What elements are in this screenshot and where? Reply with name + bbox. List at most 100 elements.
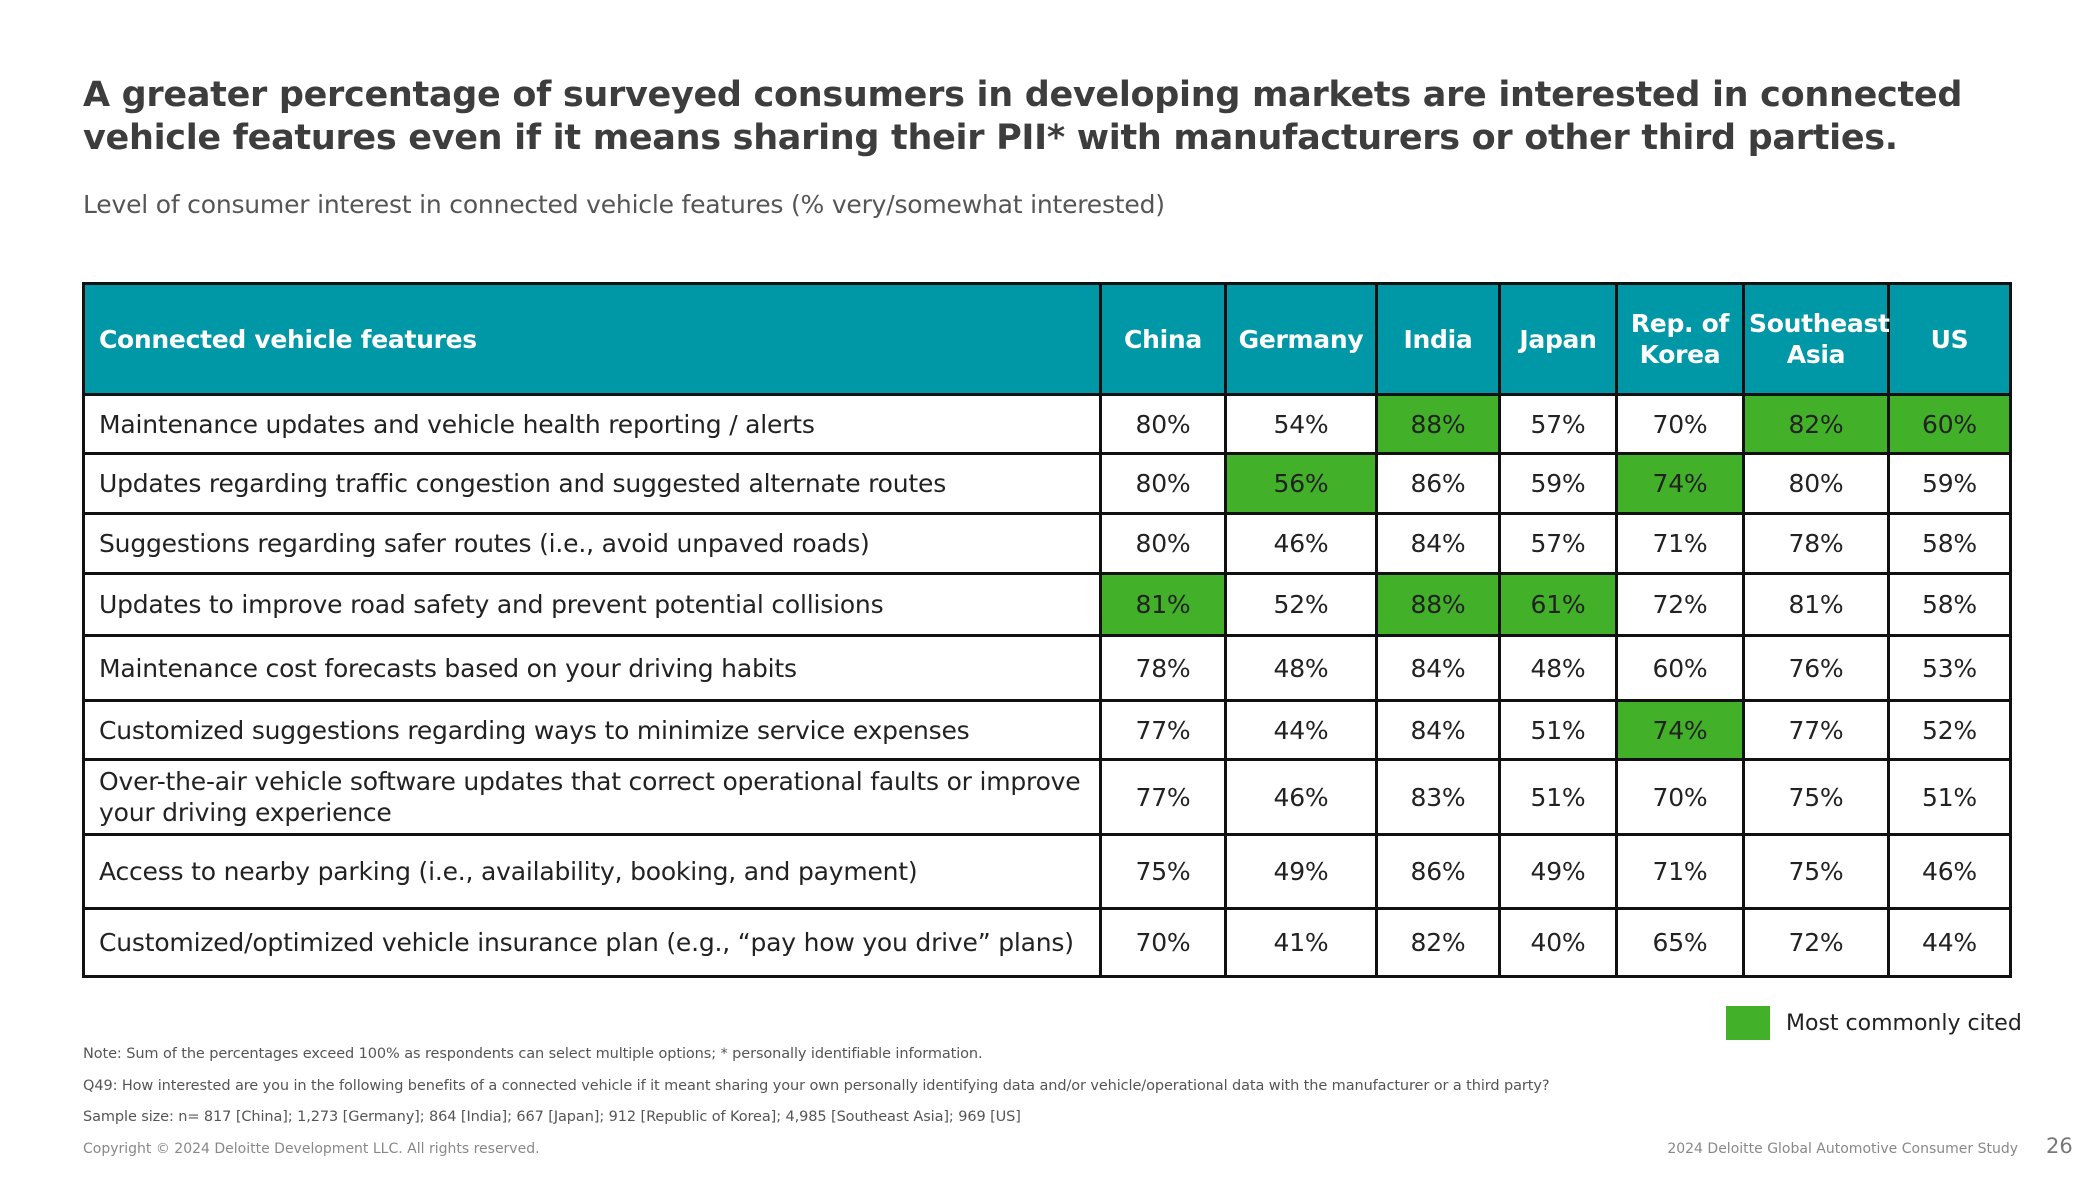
table-row: Maintenance updates and vehicle health r… xyxy=(82,393,2012,455)
feature-label: Maintenance updates and vehicle health r… xyxy=(82,393,1102,455)
value-cell-japan: 61% xyxy=(1498,572,1618,637)
value-cell-korea: 72% xyxy=(1615,572,1745,637)
feature-label: Suggestions regarding safer routes (i.e.… xyxy=(82,512,1102,575)
value-cell-india: 86% xyxy=(1375,833,1501,910)
value-cell-germany: 54% xyxy=(1224,393,1378,455)
feature-label: Maintenance cost forecasts based on your… xyxy=(82,634,1102,702)
value-cell-us: 53% xyxy=(1887,634,2012,702)
table-row: Updates to improve road safety and preve… xyxy=(82,572,2012,637)
value-cell-japan: 57% xyxy=(1498,393,1618,455)
feature-label: Updates to improve road safety and preve… xyxy=(82,572,1102,637)
feature-label: Over-the-air vehicle software updates th… xyxy=(82,758,1102,836)
value-cell-southeast-asia: 75% xyxy=(1742,833,1890,910)
value-cell-us: 51% xyxy=(1887,758,2012,836)
interest-table: Connected vehicle features China Germany… xyxy=(82,282,2012,978)
value-cell-japan: 48% xyxy=(1498,634,1618,702)
table-header-row: Connected vehicle features China Germany… xyxy=(82,282,2012,396)
footnote-question: Q49: How interested are you in the follo… xyxy=(83,1078,1550,1094)
value-cell-us: 59% xyxy=(1887,452,2012,515)
value-cell-us: 44% xyxy=(1887,907,2012,978)
table-row: Access to nearby parking (i.e., availabi… xyxy=(82,833,2012,910)
value-cell-korea: 74% xyxy=(1615,699,1745,761)
value-cell-korea: 71% xyxy=(1615,512,1745,575)
table-row: Customized/optimized vehicle insurance p… xyxy=(82,907,2012,978)
value-cell-southeast-asia: 78% xyxy=(1742,512,1890,575)
table-row: Suggestions regarding safer routes (i.e.… xyxy=(82,512,2012,575)
value-cell-japan: 40% xyxy=(1498,907,1618,978)
table-row: Maintenance cost forecasts based on your… xyxy=(82,634,2012,702)
footnote-note: Note: Sum of the percentages exceed 100%… xyxy=(83,1046,983,1062)
value-cell-china: 81% xyxy=(1099,572,1227,637)
value-cell-southeast-asia: 76% xyxy=(1742,634,1890,702)
value-cell-china: 80% xyxy=(1099,512,1227,575)
value-cell-germany: 56% xyxy=(1224,452,1378,515)
column-header-feature: Connected vehicle features xyxy=(82,282,1102,396)
value-cell-us: 46% xyxy=(1887,833,2012,910)
value-cell-china: 80% xyxy=(1099,452,1227,515)
value-cell-korea: 70% xyxy=(1615,758,1745,836)
table-row: Over-the-air vehicle software updates th… xyxy=(82,758,2012,836)
column-header-japan: Japan xyxy=(1498,282,1618,396)
value-cell-us: 52% xyxy=(1887,699,2012,761)
feature-label: Access to nearby parking (i.e., availabi… xyxy=(82,833,1102,910)
value-cell-china: 70% xyxy=(1099,907,1227,978)
value-cell-korea: 71% xyxy=(1615,833,1745,910)
value-cell-india: 84% xyxy=(1375,512,1501,575)
feature-label: Updates regarding traffic congestion and… xyxy=(82,452,1102,515)
value-cell-china: 78% xyxy=(1099,634,1227,702)
table-body: Maintenance updates and vehicle health r… xyxy=(82,393,2012,978)
value-cell-southeast-asia: 77% xyxy=(1742,699,1890,761)
feature-label: Customized suggestions regarding ways to… xyxy=(82,699,1102,761)
value-cell-germany: 52% xyxy=(1224,572,1378,637)
value-cell-us: 58% xyxy=(1887,572,2012,637)
column-header-india: India xyxy=(1375,282,1501,396)
column-header-china: China xyxy=(1099,282,1227,396)
value-cell-india: 88% xyxy=(1375,572,1501,637)
value-cell-china: 77% xyxy=(1099,758,1227,836)
value-cell-germany: 49% xyxy=(1224,833,1378,910)
value-cell-korea: 74% xyxy=(1615,452,1745,515)
copyright: Copyright © 2024 Deloitte Development LL… xyxy=(83,1141,540,1157)
value-cell-southeast-asia: 81% xyxy=(1742,572,1890,637)
value-cell-india: 88% xyxy=(1375,393,1501,455)
value-cell-india: 86% xyxy=(1375,452,1501,515)
value-cell-germany: 46% xyxy=(1224,512,1378,575)
footnote-sample-size: Sample size: n= 817 [China]; 1,273 [Germ… xyxy=(83,1109,1021,1125)
value-cell-japan: 57% xyxy=(1498,512,1618,575)
feature-label: Customized/optimized vehicle insurance p… xyxy=(82,907,1102,978)
value-cell-us: 58% xyxy=(1887,512,2012,575)
value-cell-korea: 70% xyxy=(1615,393,1745,455)
legend-label: Most commonly cited xyxy=(1786,1010,2022,1036)
value-cell-southeast-asia: 80% xyxy=(1742,452,1890,515)
value-cell-japan: 59% xyxy=(1498,452,1618,515)
table-row: Customized suggestions regarding ways to… xyxy=(82,699,2012,761)
value-cell-southeast-asia: 75% xyxy=(1742,758,1890,836)
value-cell-us: 60% xyxy=(1887,393,2012,455)
value-cell-germany: 48% xyxy=(1224,634,1378,702)
value-cell-germany: 46% xyxy=(1224,758,1378,836)
value-cell-india: 82% xyxy=(1375,907,1501,978)
value-cell-china: 75% xyxy=(1099,833,1227,910)
value-cell-china: 77% xyxy=(1099,699,1227,761)
value-cell-japan: 51% xyxy=(1498,758,1618,836)
value-cell-germany: 41% xyxy=(1224,907,1378,978)
legend: Most commonly cited xyxy=(1726,1006,2022,1040)
value-cell-germany: 44% xyxy=(1224,699,1378,761)
column-header-southeast-asia: Southeast Asia xyxy=(1742,282,1890,396)
slide-title: A greater percentage of surveyed consume… xyxy=(83,75,1963,158)
value-cell-korea: 65% xyxy=(1615,907,1745,978)
column-header-germany: Germany xyxy=(1224,282,1378,396)
column-header-us: US xyxy=(1887,282,2012,396)
value-cell-india: 84% xyxy=(1375,699,1501,761)
column-header-korea: Rep. of Korea xyxy=(1615,282,1745,396)
table-row: Updates regarding traffic congestion and… xyxy=(82,452,2012,515)
study-name: 2024 Deloitte Global Automotive Consumer… xyxy=(1667,1141,2018,1157)
value-cell-india: 84% xyxy=(1375,634,1501,702)
slide-subtitle: Level of consumer interest in connected … xyxy=(83,190,1165,219)
value-cell-korea: 60% xyxy=(1615,634,1745,702)
value-cell-china: 80% xyxy=(1099,393,1227,455)
legend-swatch-most-cited xyxy=(1726,1006,1770,1040)
value-cell-japan: 49% xyxy=(1498,833,1618,910)
value-cell-southeast-asia: 72% xyxy=(1742,907,1890,978)
value-cell-india: 83% xyxy=(1375,758,1501,836)
